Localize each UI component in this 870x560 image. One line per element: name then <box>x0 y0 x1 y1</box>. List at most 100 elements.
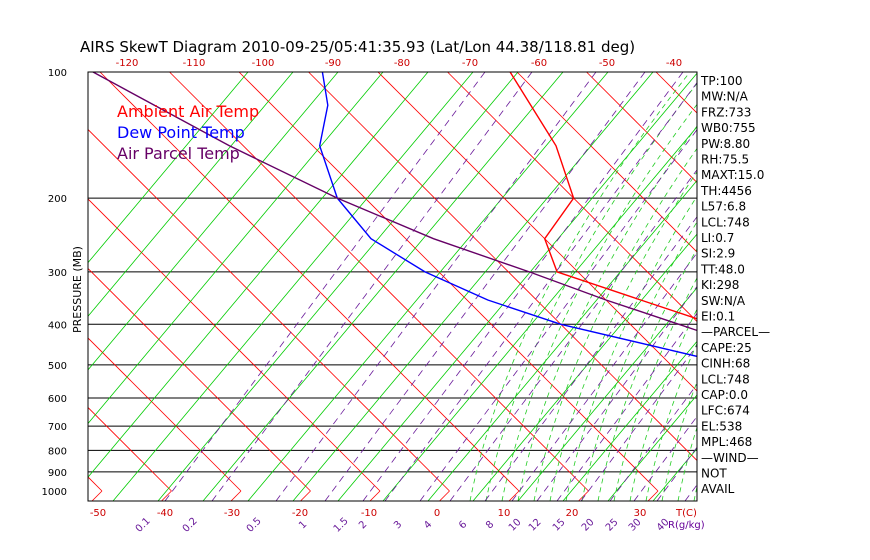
isotherm-line <box>300 490 311 501</box>
mixing-ratio-line <box>419 128 697 501</box>
dry-adiabat-line <box>788 72 870 501</box>
isotherm-line <box>169 72 589 492</box>
index-entry: CAP:0.0 <box>701 388 748 402</box>
isotherm-line <box>23 491 33 501</box>
isotherm-line <box>91 490 103 501</box>
index-entry: LCL:748 <box>701 215 750 229</box>
isotherm-line <box>369 490 381 501</box>
index-entry: PW:8.80 <box>701 137 750 151</box>
index-entry: L57:6.8 <box>701 200 746 214</box>
top-temp-tick-label: -100 <box>252 58 275 69</box>
mixing-ratio-label: R(g/kg) <box>668 520 705 531</box>
isotherm-line <box>508 490 520 501</box>
moist-adiabat-line <box>645 342 697 501</box>
pressure-tick-label: 100 <box>48 68 67 79</box>
dry-adiabat-line <box>88 72 339 371</box>
bottom-temp-tick-label: 30 <box>634 508 647 519</box>
mixing-ratio-line <box>164 72 486 501</box>
index-entry: LFC:674 <box>701 404 750 418</box>
chart-title: AIRS SkewT Diagram 2010-09-25/05:41:35.9… <box>80 38 635 56</box>
dry-adiabat-line <box>833 72 870 501</box>
mixing-ratio-tick-label: 6 <box>457 519 469 531</box>
isotherm-line <box>857 491 867 501</box>
bottom-temp-tick-label: 10 <box>498 508 511 519</box>
dewpoint-line <box>318 72 697 358</box>
chart-series <box>92 72 697 358</box>
moist-adiabat-line <box>485 82 697 501</box>
top-temp-tick-label: -80 <box>394 58 410 69</box>
dry-adiabat-line <box>247 72 609 501</box>
dry-adiabat-line <box>202 72 564 501</box>
isotherm-line <box>88 198 381 492</box>
bottom-temp-tick-label: -10 <box>361 508 377 519</box>
mixing-ratio-line <box>362 72 684 501</box>
isotherm-line <box>0 72 33 491</box>
index-entry: KI:298 <box>701 278 739 292</box>
dry-adiabat-line <box>88 72 384 425</box>
top-temp-tick-label: -90 <box>325 58 341 69</box>
mixing-ratio-tick-label: 15 <box>551 517 568 534</box>
mixing-ratio-tick-label: 8 <box>484 519 496 531</box>
pressure-tick-label: 400 <box>48 320 67 331</box>
mixing-ratio-line <box>449 169 697 501</box>
moist-adiabat-line <box>629 308 697 501</box>
index-entry: LCL:748 <box>701 372 750 386</box>
mixing-ratio-tick-label: 0.1 <box>134 516 153 535</box>
pressure-tick-label: 900 <box>48 468 67 479</box>
isotherm-line <box>578 490 589 501</box>
mixing-ratio-tick-label: 3 <box>392 519 404 531</box>
moist-adiabat-line <box>581 221 697 501</box>
mixing-ratio-tick-label: 25 <box>604 517 621 534</box>
moist-adiabat-line <box>533 147 697 501</box>
mixing-ratio-tick-label: 2 <box>357 519 369 531</box>
pressure-tick-label: 800 <box>48 446 67 457</box>
plot-frame <box>87 71 698 502</box>
top-temp-tick-label: -40 <box>666 58 682 69</box>
moist-adiabat-line <box>742 72 870 501</box>
isotherm-line <box>230 490 242 501</box>
mixing-ratio-tick-label: 20 <box>580 517 597 534</box>
dry-adiabat-line <box>743 72 870 501</box>
top-temp-tick-label: -110 <box>183 58 206 69</box>
index-entry: MAXT:15.0 <box>701 168 764 182</box>
moist-adiabat-line <box>517 125 697 501</box>
index-entry: MW:N/A <box>701 90 749 104</box>
top-temp-tick-label: -120 <box>116 58 139 69</box>
dry-adiabat-line <box>607 394 697 501</box>
index-entry: EI:0.1 <box>701 310 735 324</box>
isotherm-line <box>99 72 520 492</box>
index-entry: TP:100 <box>700 74 743 88</box>
y-axis-label: PRESSURE (MB) <box>71 246 84 333</box>
moist-adiabat-line <box>565 195 697 501</box>
index-entry: TT:48.0 <box>700 262 745 276</box>
isotherm-line <box>647 490 659 501</box>
moist-adiabat-line <box>469 72 691 501</box>
isotherm-line <box>795 72 870 491</box>
mixing-ratio-line <box>511 252 697 501</box>
index-entry: FRZ:733 <box>701 105 751 119</box>
isotherm-line <box>238 72 659 492</box>
dry-adiabat-line <box>517 287 697 501</box>
isotherm-line <box>439 490 450 501</box>
pressure-tick-label: 1000 <box>42 487 67 498</box>
index-entry: EL:538 <box>701 419 742 433</box>
mixing-ratio-line <box>633 415 697 501</box>
isotherm-line <box>586 72 697 184</box>
index-entry: RH:75.5 <box>701 153 749 167</box>
bottom-temp-tick-label: -40 <box>157 508 173 519</box>
mixing-ratio-line <box>324 72 646 501</box>
dry-adiabat-line <box>652 447 697 501</box>
pressure-tick-label: 700 <box>48 422 67 433</box>
index-entry: CAPE:25 <box>701 341 752 355</box>
mixing-ratio-tick-label: 10 <box>507 517 524 534</box>
parcel-temp-line <box>92 72 697 332</box>
pressure-tick-label: 500 <box>48 361 67 372</box>
isotherm-line <box>787 491 797 501</box>
moist-adiabat-line <box>501 103 697 501</box>
isotherm-line <box>88 267 311 492</box>
isotherm-line <box>308 72 697 462</box>
mixing-ratio-tick-label: 12 <box>527 517 544 534</box>
moist-adiabat-line <box>661 381 697 501</box>
bottom-temp-tick-label: -30 <box>224 508 240 519</box>
dry-adiabat-line <box>88 72 429 478</box>
